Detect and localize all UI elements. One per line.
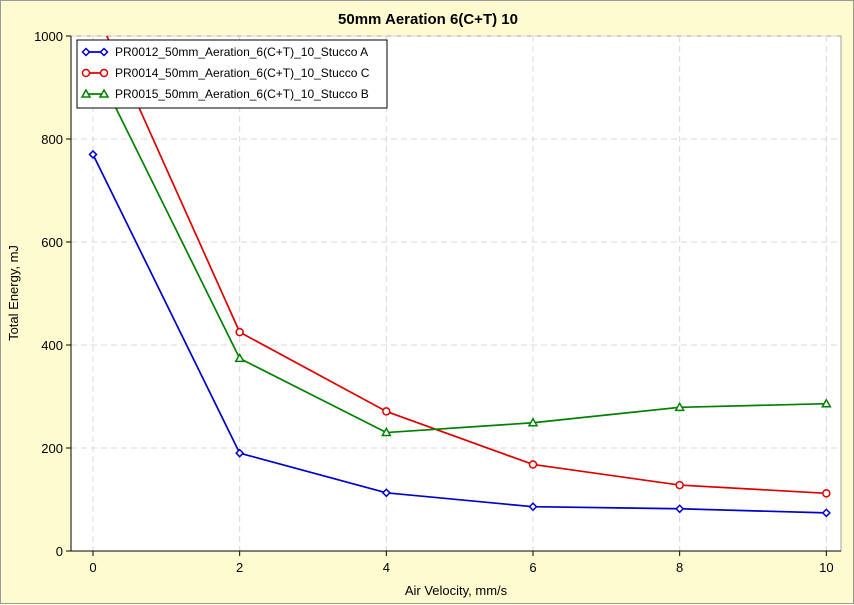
legend-label: PR0012_50mm_Aeration_6(C+T)_10_Stucco A [115, 45, 368, 59]
data-point [381, 488, 391, 498]
y-tick-label: 1000 [34, 29, 63, 44]
legend-item: PR0014_50mm_Aeration_6(C+T)_10_Stucco C [81, 66, 370, 80]
data-point [821, 508, 831, 518]
data-point [675, 480, 684, 490]
data-point [528, 502, 538, 512]
y-tick-label: 600 [41, 235, 63, 250]
data-point [821, 398, 832, 408]
x-tick-label: 0 [89, 560, 96, 575]
axes: 0 200 400 600 800 1000 0 2 4 6 8 10 [34, 29, 841, 575]
y-axis-label: Total Energy, mJ [6, 245, 21, 341]
legend-marker [99, 47, 109, 57]
series-layer [87, 2, 832, 518]
y-tick-label: 200 [41, 441, 63, 456]
data-point [234, 352, 245, 363]
legend-marker [80, 88, 92, 98]
series-2 [90, 2, 831, 498]
data-point [528, 460, 538, 469]
legend-label: PR0014_50mm_Aeration_6(C+T)_10_Stucco C [115, 66, 370, 80]
legend-item: PR0015_50mm_Aeration_6(C+T)_10_Stucco B [80, 87, 369, 101]
x-axis-label: Air Velocity, mm/s [405, 583, 508, 598]
data-point [381, 427, 392, 437]
x-tick-label: 10 [819, 560, 833, 575]
chart-title: 50mm Aeration 6(C+T) 10 [338, 11, 518, 28]
grid [71, 35, 841, 551]
data-point [90, 2, 97, 9]
data-point [675, 504, 685, 514]
legend-label: PR0015_50mm_Aeration_6(C+T)_10_Stucco B [115, 87, 369, 101]
series-clip-group [87, 2, 832, 518]
legend-marker [98, 88, 110, 98]
data-point [88, 149, 98, 160]
data-point [235, 327, 244, 337]
series-line [105, 36, 827, 495]
series-1 [88, 149, 831, 518]
plot-area [70, 35, 842, 552]
legend-box [76, 39, 388, 109]
data-point [822, 489, 831, 498]
legend: PR0012_50mm_Aeration_6(C+T)_10_Stucco A P… [76, 39, 388, 109]
x-tick-label: 8 [676, 560, 683, 575]
y-tick-label: 0 [56, 544, 63, 559]
legend-item: PR0012_50mm_Aeration_6(C+T)_10_Stucco A [81, 45, 368, 59]
y-tick-label: 400 [41, 338, 63, 353]
series-line [92, 61, 827, 434]
data-point [382, 407, 391, 416]
data-point [235, 448, 245, 458]
series-line [92, 154, 827, 514]
legend-marker [81, 68, 91, 78]
y-tick-label: 800 [41, 132, 63, 147]
x-tick-label: 6 [529, 560, 536, 575]
legend-marker [81, 47, 91, 57]
x-tick-label: 2 [236, 560, 243, 575]
data-point [674, 401, 685, 412]
data-point [527, 417, 539, 427]
x-tick-label: 4 [383, 560, 390, 575]
legend-marker [99, 68, 109, 78]
